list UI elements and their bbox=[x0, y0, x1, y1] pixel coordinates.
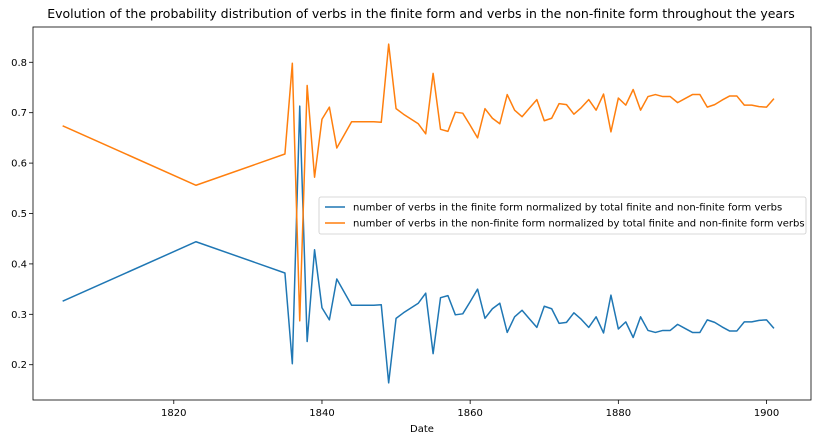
y-tick-label: 0.7 bbox=[11, 108, 27, 119]
x-tick-label: 1860 bbox=[457, 408, 482, 419]
y-tick-label: 0.6 bbox=[11, 159, 27, 170]
legend-entry: number of verbs in the non-finite form n… bbox=[353, 219, 805, 230]
chart-title: Evolution of the probability distributio… bbox=[47, 6, 795, 21]
legend: number of verbs in the finite form norma… bbox=[319, 197, 806, 234]
y-tick-label: 0.5 bbox=[11, 209, 27, 220]
y-tick-label: 0.4 bbox=[11, 259, 27, 270]
series-line-non-finite bbox=[63, 44, 774, 321]
y-tick-label: 0.2 bbox=[11, 360, 27, 371]
legend-entry: number of verbs in the finite form norma… bbox=[353, 203, 782, 214]
series-line-finite bbox=[63, 106, 774, 383]
y-axis-ticks: 0.2 0.3 0.4 0.5 0.6 0.7 0.8 bbox=[11, 58, 33, 371]
x-axis-label: Date bbox=[410, 424, 434, 435]
x-tick-label: 1900 bbox=[754, 408, 779, 419]
x-tick-label: 1820 bbox=[161, 408, 186, 419]
x-tick-label: 1840 bbox=[309, 408, 334, 419]
y-tick-label: 0.3 bbox=[11, 310, 27, 321]
y-tick-label: 0.8 bbox=[11, 58, 27, 69]
x-tick-label: 1880 bbox=[606, 408, 631, 419]
x-axis-ticks: 1820 1840 1860 1880 1900 bbox=[161, 400, 779, 419]
